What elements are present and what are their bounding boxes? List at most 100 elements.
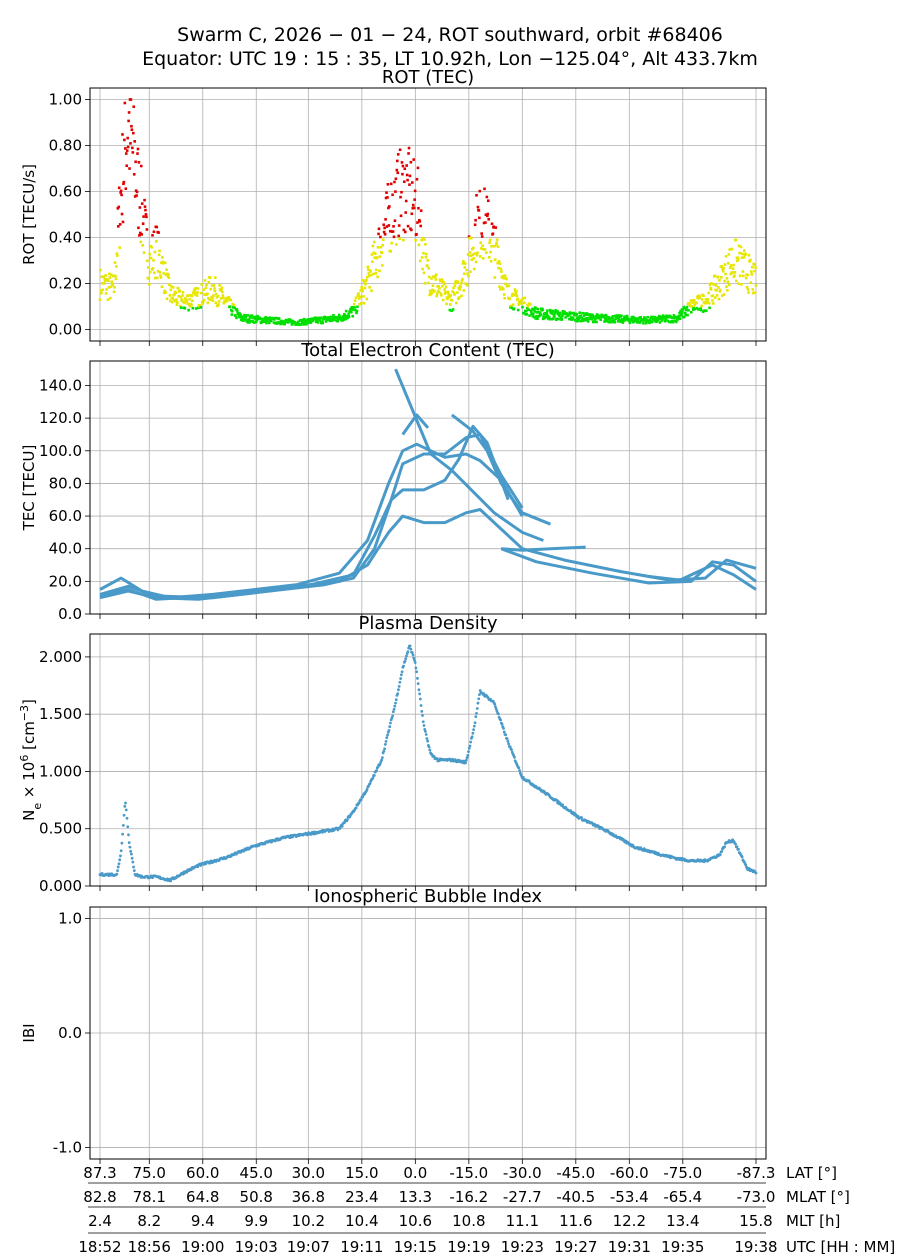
rot-point xyxy=(358,295,362,299)
rot-point xyxy=(628,321,632,325)
rot-point xyxy=(145,215,148,219)
ne-point xyxy=(392,707,396,711)
rot-point xyxy=(386,183,390,186)
rot-point xyxy=(430,291,434,295)
rot-point xyxy=(290,323,294,326)
rot-point xyxy=(363,286,367,290)
y-axis-label: Ne × 106 [cm−3] xyxy=(18,699,44,821)
rot-point xyxy=(399,195,402,199)
rot-point xyxy=(526,304,530,308)
rot-point xyxy=(556,310,559,313)
rot-point xyxy=(625,314,629,318)
rot-point xyxy=(525,313,529,316)
rot-point xyxy=(544,311,547,315)
rot-point xyxy=(100,275,104,279)
ne-point xyxy=(125,816,129,820)
rot-point xyxy=(691,308,695,311)
rot-point xyxy=(156,269,160,273)
rot-point xyxy=(737,244,741,248)
rot-point xyxy=(248,316,252,319)
rot-point xyxy=(395,159,399,163)
rot-point xyxy=(250,319,253,323)
mlat-tick-label: -27.7 xyxy=(503,1188,542,1206)
rot-point xyxy=(495,238,499,241)
utc-tick-label: 19:11 xyxy=(340,1238,383,1256)
rot-point xyxy=(154,276,157,280)
panel-frame xyxy=(89,360,767,615)
ne-point xyxy=(383,747,386,751)
rot-point xyxy=(473,252,476,255)
panel-frame xyxy=(89,87,767,342)
rot-point xyxy=(507,284,511,288)
rot-point xyxy=(153,250,157,254)
rot-point xyxy=(435,292,439,295)
rot-point xyxy=(712,283,716,286)
rot-point xyxy=(384,218,387,221)
rot-point xyxy=(313,316,317,320)
rot-point xyxy=(406,224,410,228)
rot-point xyxy=(163,261,167,265)
rot-point xyxy=(534,307,538,310)
rot-point xyxy=(502,293,506,296)
y-tick-label: 0.0 xyxy=(58,1024,82,1042)
rot-point xyxy=(222,296,225,300)
rot-point xyxy=(611,315,615,318)
rot-point xyxy=(442,281,446,284)
rot-point xyxy=(742,256,746,259)
rot-point xyxy=(139,231,142,235)
rot-point xyxy=(494,243,498,247)
rot-point xyxy=(500,270,503,273)
rot-point xyxy=(451,290,454,293)
rot-point xyxy=(177,286,180,290)
ne-point xyxy=(354,806,358,810)
rot-point xyxy=(550,309,553,313)
y-tick-label: 80.0 xyxy=(49,474,82,492)
rot-point xyxy=(192,290,196,294)
rot-point xyxy=(623,315,627,319)
rot-point xyxy=(170,300,174,304)
rot-point xyxy=(214,292,218,296)
rot-point xyxy=(751,288,755,291)
rot-point xyxy=(137,161,141,164)
rot-point xyxy=(206,301,210,305)
rot-point xyxy=(324,320,328,323)
rot-point xyxy=(371,260,374,264)
ne-point xyxy=(394,698,398,702)
rot-point xyxy=(210,284,214,287)
rot-point xyxy=(398,237,401,241)
rot-point xyxy=(482,221,486,225)
rot-point xyxy=(205,283,208,287)
panel-title: ROT (TEC) xyxy=(382,67,474,88)
y-axis-label: IBI xyxy=(20,1023,38,1042)
rot-point xyxy=(129,142,132,145)
ne-point xyxy=(116,865,120,869)
ne-point xyxy=(397,684,401,688)
rot-point xyxy=(448,303,452,306)
rot-point xyxy=(397,224,401,227)
rot-point xyxy=(235,316,238,320)
rot-point xyxy=(569,312,572,316)
mlat-tick-label: 13.3 xyxy=(399,1188,432,1206)
rot-point xyxy=(672,314,676,317)
rot-point xyxy=(403,180,406,184)
rot-point xyxy=(568,317,571,321)
rot-point xyxy=(525,306,529,310)
y-tick-label: 140.0 xyxy=(39,376,82,394)
rot-point xyxy=(663,319,667,323)
rot-point xyxy=(144,213,148,216)
rot-point xyxy=(193,288,197,291)
ne-point xyxy=(123,804,127,808)
rot-point xyxy=(155,225,159,229)
rot-point xyxy=(143,205,147,208)
rot-point xyxy=(717,286,720,289)
rot-point xyxy=(489,259,493,263)
rot-point xyxy=(709,286,712,290)
ne-point xyxy=(482,692,486,696)
ne-point xyxy=(469,740,473,744)
panel-title: Ionospheric Bubble Index xyxy=(314,886,542,907)
rot-point xyxy=(454,279,458,283)
rot-point xyxy=(185,299,189,303)
rot-point xyxy=(658,321,662,324)
rot-point xyxy=(138,234,141,237)
rot-point xyxy=(167,273,170,276)
